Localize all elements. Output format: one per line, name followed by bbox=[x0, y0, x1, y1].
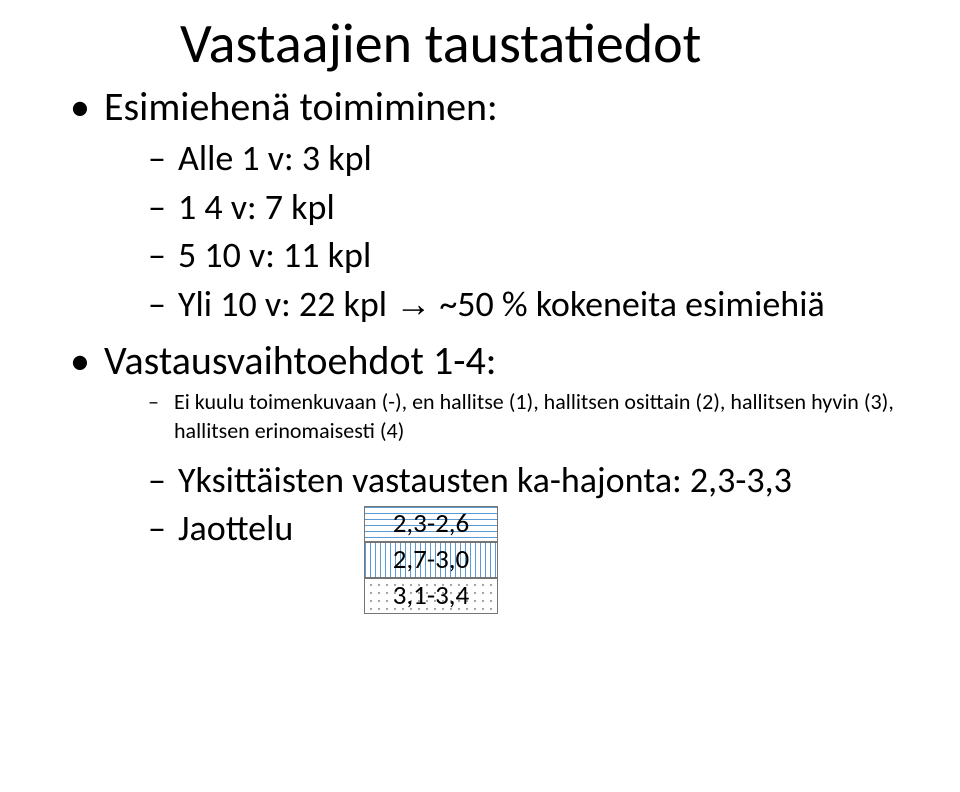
legend-swatch-c: 3,1-3,4 bbox=[364, 578, 498, 614]
sub-list-vastaus: Ei kuulu toimenkuvaan (-), en hallitse (… bbox=[148, 388, 920, 552]
sub-list-esimiehena: Alle 1 v: 3 kpl 1 4 v: 7 kpl 5 10 v: 11 … bbox=[148, 134, 920, 328]
bullet-esimiehena: Esimiehenä toimiminen: Alle 1 v: 3 kpl 1… bbox=[70, 82, 920, 328]
legend-label-c: 3,1-3,4 bbox=[393, 578, 469, 614]
arrow-icon: → bbox=[395, 283, 431, 324]
legend-row-1: 2,3-2,6 bbox=[364, 506, 498, 542]
sub-item-scale-description: Ei kuulu toimenkuvaan (-), en hallitse (… bbox=[148, 388, 920, 445]
bullet-vastausvaihtoehdot: Vastausvaihtoehdot 1-4: Ei kuulu toimenk… bbox=[70, 336, 920, 552]
sub-item-1-4: 1 4 v: 7 kpl bbox=[148, 183, 920, 232]
legend-row-2: 2,7-3,0 bbox=[364, 542, 498, 578]
legend-swatch-a: 2,3-2,6 bbox=[364, 506, 498, 542]
jaottelu-label: Jaottelu bbox=[178, 506, 293, 550]
legend-row-3: 3,1-3,4 bbox=[364, 578, 498, 614]
bullet-list: Esimiehenä toimiminen: Alle 1 v: 3 kpl 1… bbox=[70, 82, 920, 553]
slide-title: Vastaajien taustatiedot bbox=[180, 10, 920, 78]
legend-label-b: 2,7-3,0 bbox=[393, 542, 469, 578]
bullet-vastaus-text: Vastausvaihtoehdot 1-4: bbox=[104, 336, 496, 385]
sub-item-jaottelu: Jaottelu 2,3-2,6 2,7-3,0 bbox=[148, 504, 920, 553]
sub-item-yli10: Yli 10 v: 22 kpl → ~50 % kokeneita esimi… bbox=[148, 280, 920, 329]
sub-item-alle1: Alle 1 v: 3 kpl bbox=[148, 134, 920, 183]
sub-item-ka-hajonta: Yksittäisten vastausten ka-hajonta: 2,3-… bbox=[148, 456, 920, 505]
sub-item-yli10-text: Yli 10 v: 22 kpl bbox=[178, 282, 395, 326]
sub-item-yli10-tail: ~50 % kokeneita esimiehiä bbox=[431, 282, 825, 326]
legend: 2,3-2,6 2,7-3,0 3,1-3,4 bbox=[364, 506, 498, 614]
legend-swatch-b: 2,7-3,0 bbox=[364, 542, 498, 578]
bullet-esimiehena-text: Esimiehenä toimiminen: bbox=[104, 82, 498, 131]
sub-item-5-10: 5 10 v: 11 kpl bbox=[148, 231, 920, 280]
legend-label-a: 2,3-2,6 bbox=[393, 506, 469, 542]
